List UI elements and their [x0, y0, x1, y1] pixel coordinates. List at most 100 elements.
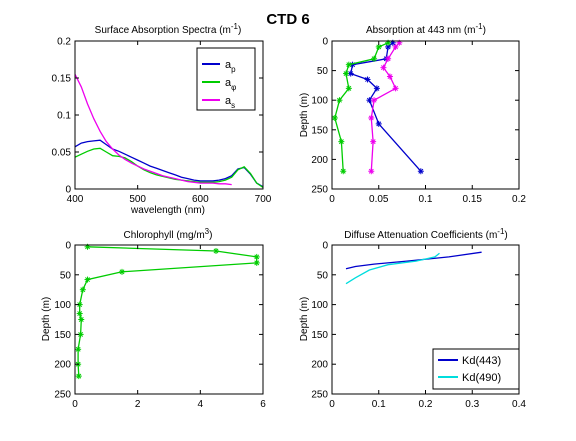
y-tick-label: 100 — [54, 300, 71, 311]
panel-title: Diffuse Attenuation Coefficients (m-1) — [344, 227, 508, 241]
panel-surface-absorption: Surface Absorption Spectra (m-1) 400 500 6… — [52, 22, 272, 216]
x-tick-label: 0.3 — [465, 399, 479, 410]
x-tick-label: 0.05 — [369, 194, 389, 205]
y-tick-label: 0 — [322, 37, 328, 48]
series-line — [77, 246, 258, 377]
panel-absorption-443: Absorption at 443 nm (m-1) 0 0.05 0.1 0.15 0… — [299, 22, 526, 205]
data-point — [119, 268, 125, 275]
y-tick-label: 0.2 — [57, 37, 71, 48]
x-tick-label: 0.2 — [419, 399, 433, 410]
data-point — [417, 168, 424, 175]
y-tick-label: 150 — [311, 330, 328, 341]
data-point — [343, 70, 350, 77]
data-point — [386, 73, 393, 80]
data-point — [368, 114, 375, 121]
x-tick-label: 2 — [135, 399, 141, 410]
data-point — [345, 85, 352, 92]
plot-area — [74, 74, 264, 189]
x-tick-label: 0.2 — [512, 194, 526, 205]
y-tick-label: 50 — [317, 270, 329, 281]
legend-label-aphi: aφ — [225, 77, 236, 92]
y-tick-label: 50 — [317, 66, 329, 77]
axis-ticks: 400 500 600 700 0 0.05 0.1 0.15 0.2 — [52, 37, 272, 206]
axis-ticks: 0 0.1 0.2 0.3 0.4 0 50 100 150 200 250 — [311, 241, 526, 411]
y-axis-label: Depth (m) — [299, 297, 310, 341]
axes-frame — [74, 244, 264, 395]
data-point — [373, 85, 380, 92]
figure-title: CTD 6 — [266, 11, 309, 28]
legend: Kd(443) Kd(490) — [432, 348, 520, 390]
data-point — [371, 55, 378, 62]
series-line — [74, 74, 232, 186]
legend-label-kd443: Kd(443) — [462, 355, 501, 367]
series-line — [74, 139, 264, 188]
x-tick-label: 0.1 — [419, 194, 433, 205]
series-line — [370, 42, 400, 172]
y-tick-label: 250 — [311, 185, 328, 196]
data-point — [76, 310, 83, 317]
y-axis-label: Depth (m) — [299, 93, 310, 137]
y-tick-label: 0.05 — [52, 148, 72, 159]
y-tick-label: 250 — [311, 390, 328, 401]
y-tick-label: 0 — [65, 241, 71, 252]
data-point — [392, 43, 399, 50]
data-point — [345, 61, 352, 68]
series-line — [345, 252, 440, 285]
x-tick-label: 700 — [255, 194, 272, 205]
x-tick-label: 6 — [260, 399, 266, 410]
x-tick-label: 600 — [192, 194, 209, 205]
data-point — [84, 276, 91, 283]
data-point — [75, 373, 82, 380]
y-tick-label: 0 — [65, 185, 71, 196]
data-point — [253, 259, 260, 266]
y-tick-label: 0 — [322, 241, 328, 252]
series-line — [349, 42, 422, 172]
legend: ap aφ as — [196, 47, 256, 111]
plot-area — [75, 243, 260, 380]
x-tick-label: 4 — [198, 399, 204, 410]
y-tick-label: 200 — [54, 360, 71, 371]
data-point — [78, 316, 85, 323]
y-tick-label: 0.1 — [57, 111, 71, 122]
x-tick-label: 0.1 — [372, 399, 386, 410]
legend-label-ap: ap — [225, 59, 236, 74]
y-tick-label: 0.15 — [52, 74, 72, 85]
series-line — [74, 147, 264, 189]
legend-box — [432, 348, 520, 390]
series-line — [334, 42, 389, 172]
x-tick-label: 0.15 — [463, 194, 483, 205]
y-tick-label: 100 — [311, 96, 328, 107]
data-point — [213, 247, 219, 254]
legend-label-kd490: Kd(490) — [462, 372, 501, 384]
legend-label-as: as — [225, 95, 235, 110]
plot-area — [345, 251, 482, 285]
data-point — [364, 76, 371, 83]
y-axis-label: Depth (m) — [41, 297, 52, 341]
axis-ticks: 0 0.05 0.1 0.15 0.2 0 50 100 150 200 250 — [311, 37, 526, 206]
y-tick-label: 150 — [311, 125, 328, 136]
plot-area — [331, 39, 424, 175]
series-line — [345, 251, 482, 270]
x-tick-label: 400 — [67, 194, 84, 205]
data-point — [331, 114, 338, 121]
data-point — [385, 55, 392, 62]
y-tick-label: 250 — [54, 390, 71, 401]
data-point — [75, 346, 82, 353]
y-tick-label: 100 — [311, 300, 328, 311]
panel-chlorophyll: Chlorophyll (mg/m3) 0 2 4 6050100150200250 … — [41, 227, 266, 410]
data-point — [340, 168, 347, 175]
data-point — [79, 286, 86, 293]
y-tick-label: 150 — [54, 330, 71, 341]
panel-diffuse-attenuation: Diffuse Attenuation Coefficients (m-1) 0… — [299, 227, 526, 410]
data-point — [338, 138, 345, 145]
panel-title: Chlorophyll (mg/m3) — [124, 227, 213, 241]
x-tick-label: 0 — [329, 399, 335, 410]
data-point — [336, 97, 343, 104]
data-point — [368, 168, 375, 175]
x-tick-label: 0.4 — [512, 399, 526, 410]
y-tick-label: 200 — [311, 360, 328, 371]
y-tick-label: 50 — [60, 270, 72, 281]
data-point — [371, 97, 378, 104]
data-point — [253, 253, 260, 260]
y-tick-label: 200 — [311, 155, 328, 166]
